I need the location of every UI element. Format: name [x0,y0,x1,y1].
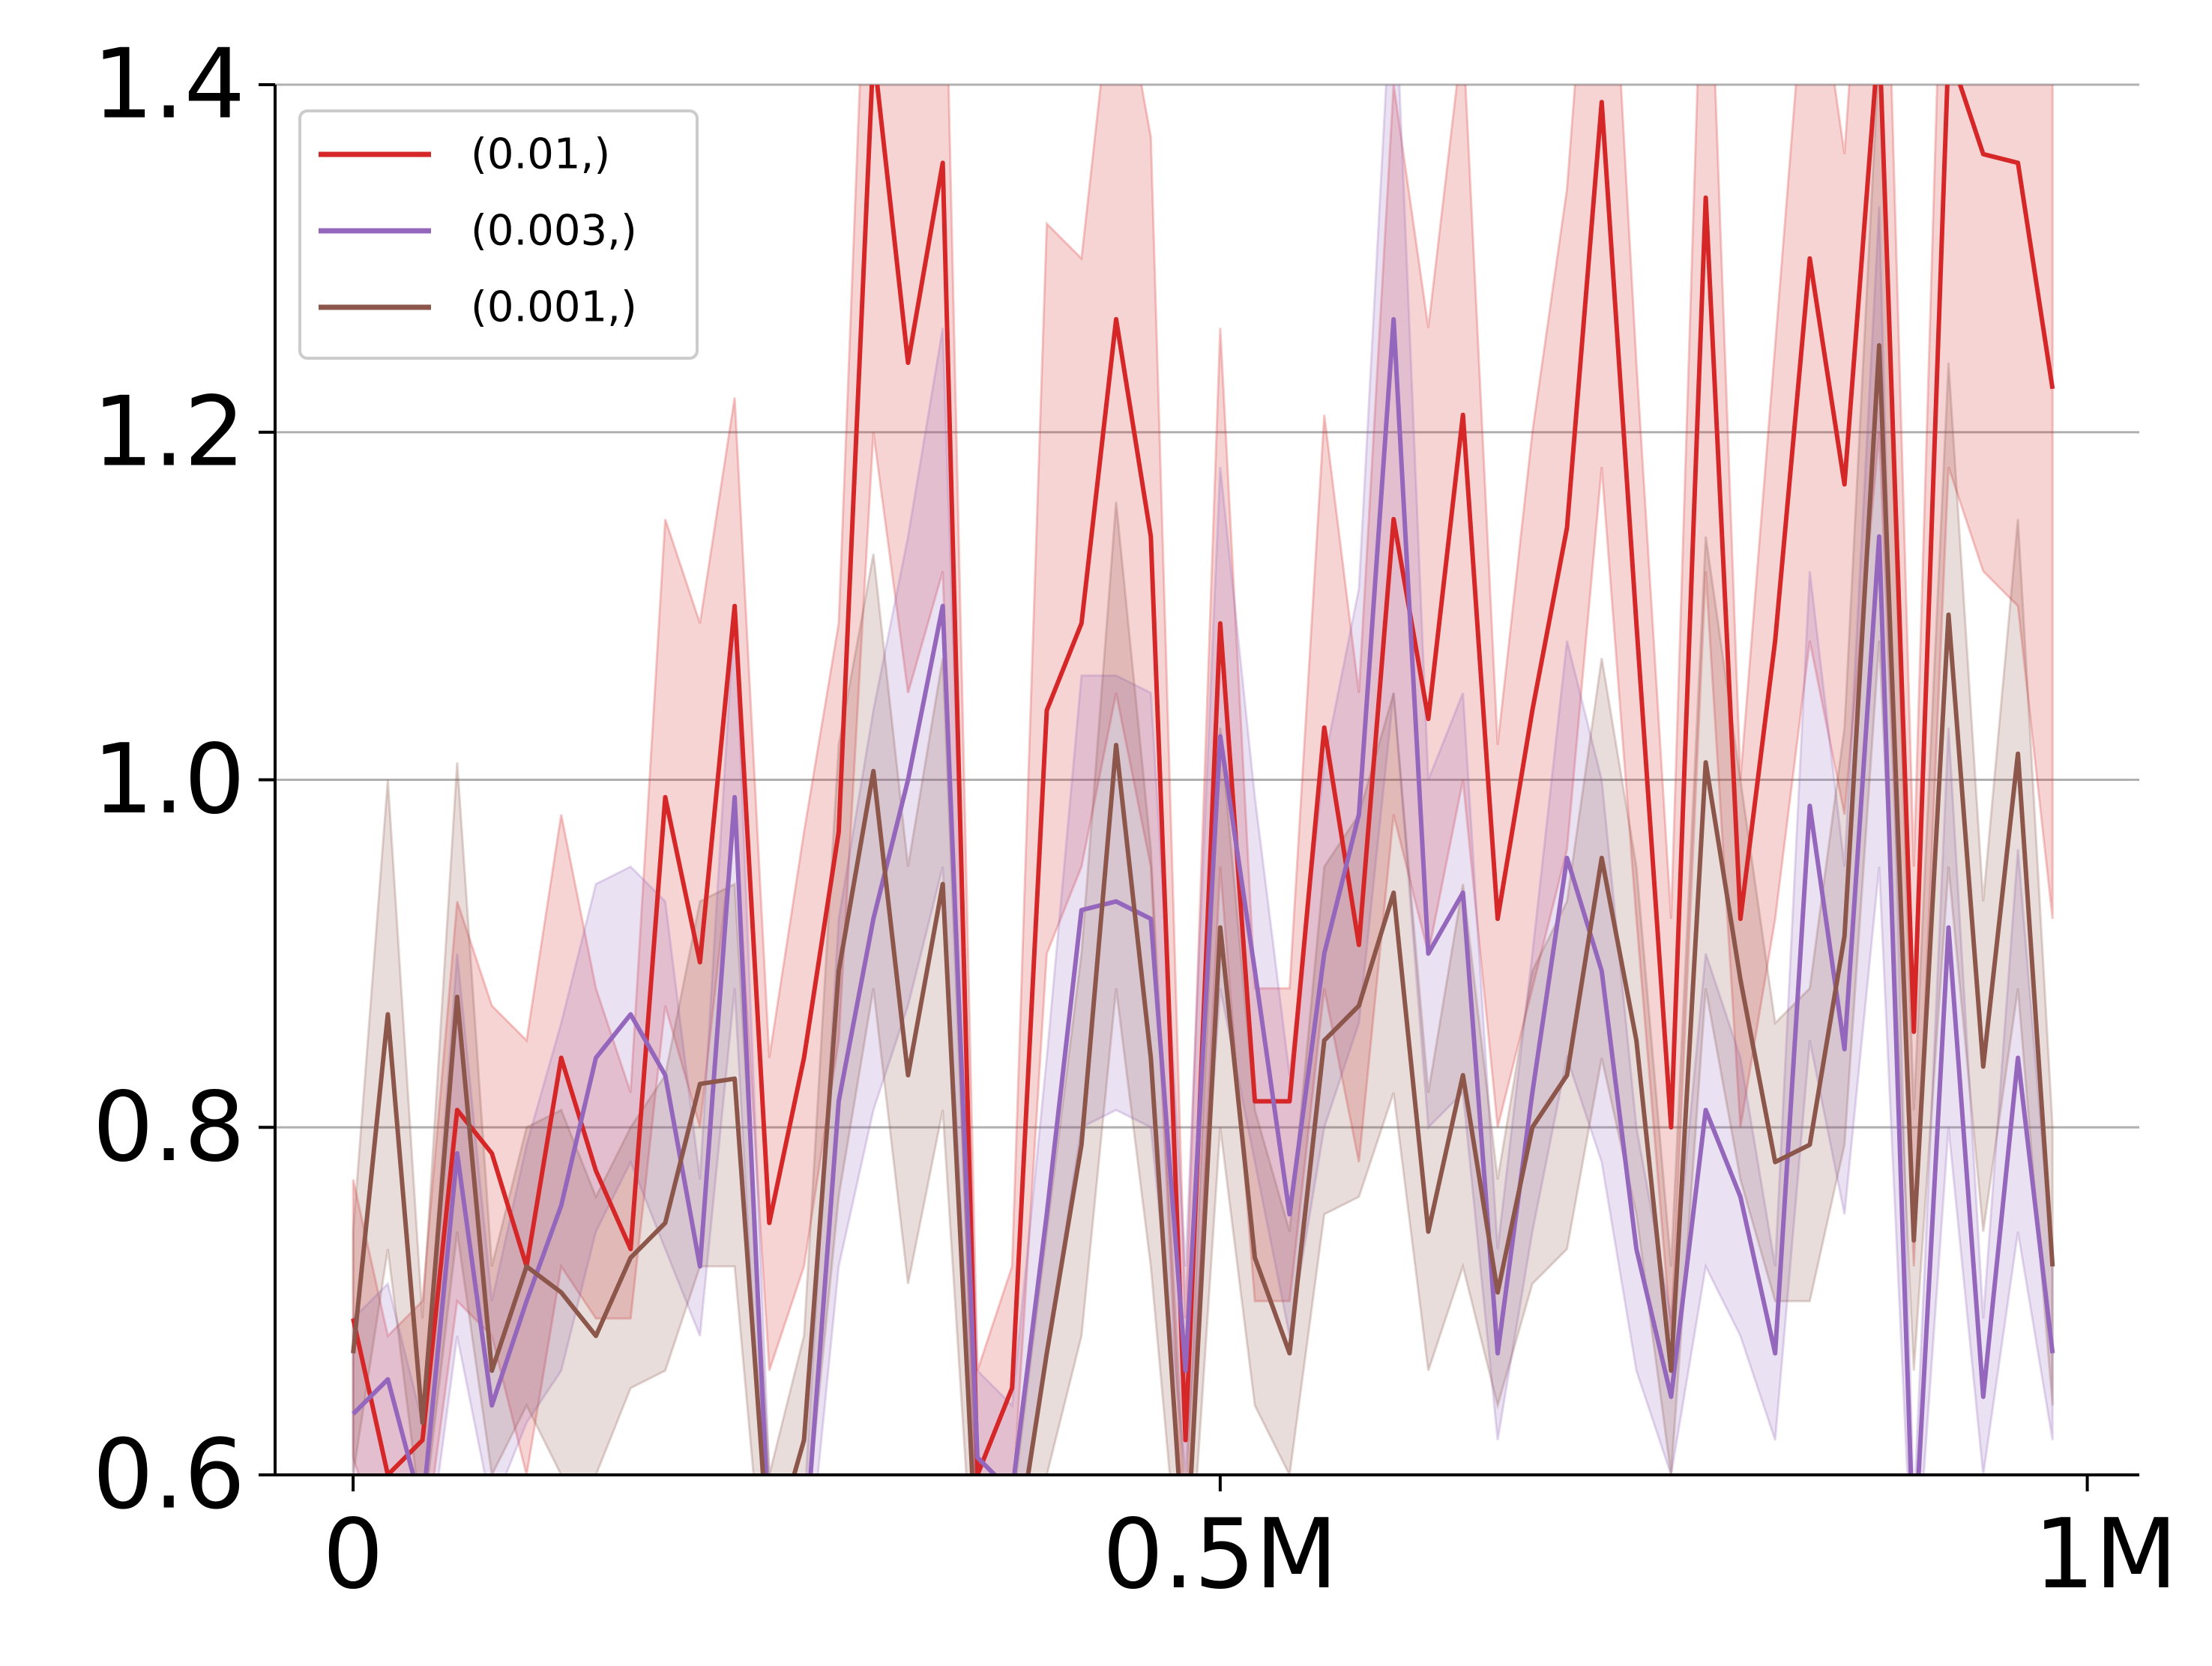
x-tick-label: 0 [322,1499,383,1611]
series-lines [351,85,2055,1475]
series-line-2 [351,342,2055,1475]
legend-label: (0.001,) [471,283,637,332]
legend-box [298,109,699,360]
x-tick-label: 0.5M [1103,1499,1338,1611]
series-line-1 [351,317,2055,1475]
legend-label: (0.01,) [471,130,610,179]
series-band-0 [352,85,2054,1475]
axes: 0.6 0.8 1.0 1.2 1.4 0 0.5M 1M [92,29,2178,1611]
y-tick-label: 1.4 [92,29,245,141]
y-tick-label: 0.8 [92,1072,245,1183]
series-band-1 [352,85,2054,1475]
x-tick-label: 1M [2034,1499,2178,1611]
legend-label: (0.003,) [471,207,637,256]
confidence-bands [352,85,2054,1475]
y-tick-label: 0.6 [92,1419,245,1531]
y-tick-label: 1.0 [92,724,245,836]
series-band-2 [352,85,2054,1475]
legend: (0.01,) (0.003,) (0.001,) [298,109,699,360]
y-tick-label: 1.2 [92,376,245,488]
